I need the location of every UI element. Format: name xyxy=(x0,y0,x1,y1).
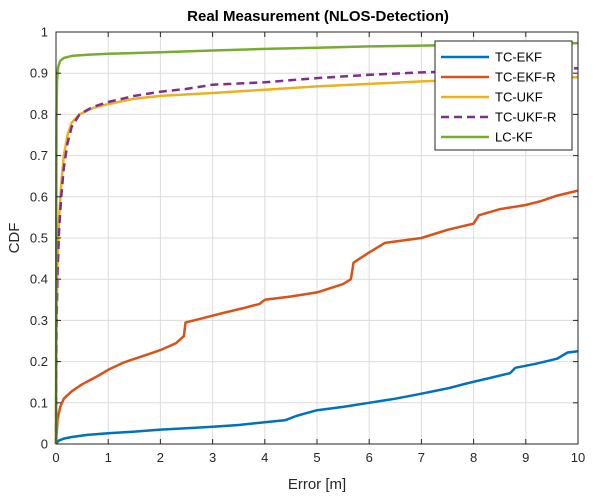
legend-label: TC-UKF xyxy=(495,90,543,105)
y-tick-label: 0.9 xyxy=(30,66,48,81)
x-tick-label: 5 xyxy=(313,450,320,465)
x-tick-label: 10 xyxy=(571,450,585,465)
legend-box xyxy=(434,40,573,151)
y-tick-label: 0.6 xyxy=(30,189,48,204)
x-axis-ticks: 0 1 2 3 4 5 6 7 8 9 10 xyxy=(52,32,585,465)
x-tick-label: 1 xyxy=(105,450,112,465)
y-tick-label: 0.7 xyxy=(30,148,48,163)
y-axis-label: CDF xyxy=(6,223,23,254)
y-tick-label: 0.1 xyxy=(30,395,48,410)
y-tick-label: 0.4 xyxy=(30,272,48,287)
y-tick-label: 0.2 xyxy=(30,354,48,369)
y-tick-label: 1 xyxy=(41,25,48,40)
x-tick-label: 6 xyxy=(366,450,373,465)
y-tick-label: 0 xyxy=(41,437,48,452)
legend-items: TC-EKF TC-EKF-R TC-UKF TC-UKF-R LC-KF xyxy=(441,50,556,145)
series-line-tc-ukf-r xyxy=(54,67,579,445)
y-tick-label: 0.5 xyxy=(30,231,48,246)
x-tick-label: 0 xyxy=(52,450,59,465)
x-tick-label: 2 xyxy=(157,450,164,465)
x-tick-label: 8 xyxy=(470,450,477,465)
y-tick-label: 0.3 xyxy=(30,313,48,328)
series-line-tc-ekf-r xyxy=(54,189,579,445)
x-tick-label: 9 xyxy=(522,450,529,465)
series-line-lc-kf xyxy=(54,41,579,445)
x-tick-label: 7 xyxy=(418,450,425,465)
series-line-tc-ekf xyxy=(55,350,579,445)
legend-label: TC-UKF-R xyxy=(495,110,556,125)
legend: TC-EKF TC-EKF-R TC-UKF TC-UKF-R LC-KF xyxy=(434,40,573,151)
legend-label: LC-KF xyxy=(495,130,533,145)
x-tick-label: 4 xyxy=(261,450,268,465)
legend-label: TC-EKF xyxy=(495,50,542,65)
x-axis-label: Error [m] xyxy=(288,476,346,493)
legend-label: TC-EKF-R xyxy=(495,70,556,85)
chart-title: Real Measurement (NLOS-Detection) xyxy=(187,8,449,25)
y-tick-label: 0.8 xyxy=(30,107,48,122)
series-group xyxy=(54,41,579,445)
x-tick-label: 3 xyxy=(209,450,216,465)
y-axis-ticks: 0 0.1 0.2 0.3 0.4 0.5 0.6 0.7 0.8 0.9 1 xyxy=(30,25,578,452)
